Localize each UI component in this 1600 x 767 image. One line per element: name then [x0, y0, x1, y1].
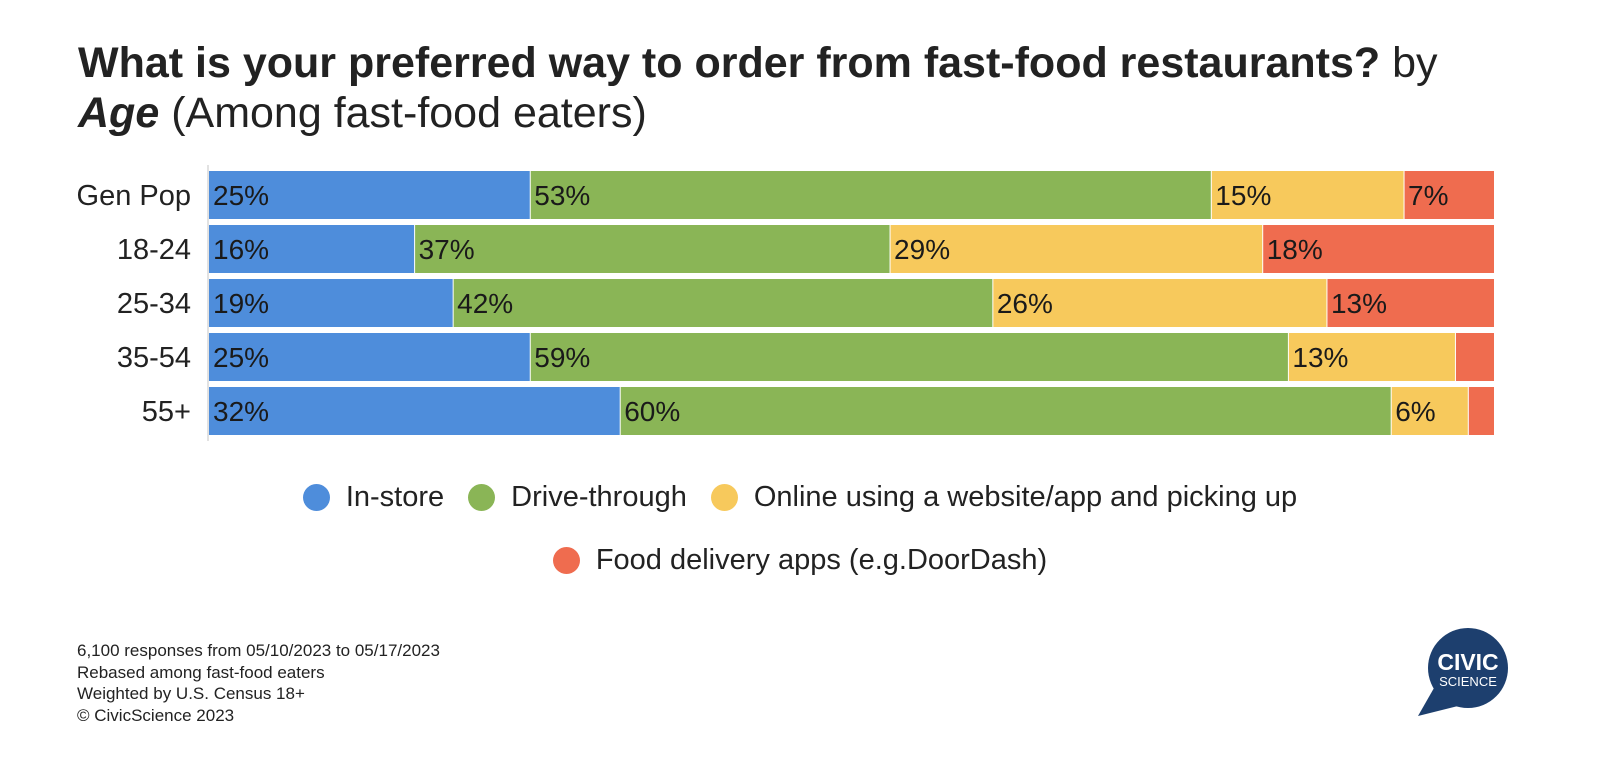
category-label: 55+	[142, 396, 191, 428]
title-group: Age	[78, 89, 160, 137]
legend-label-in-store: In-store	[345, 481, 445, 513]
data-label: 42%	[457, 288, 513, 319]
legend-swatch-delivery	[552, 547, 580, 574]
bar-segment	[620, 387, 1392, 435]
legend-swatch-online	[710, 484, 738, 511]
legend-label-delivery: Food delivery apps (e.g.DoorDash)	[595, 544, 1048, 576]
bar-segment	[530, 171, 1212, 219]
data-label: 53%	[534, 180, 590, 211]
legend-row-1: In-store Drive-through Online using a we…	[0, 481, 1600, 514]
legend-row-2: Food delivery apps (e.g.DoorDash)	[0, 544, 1600, 577]
bar-segment	[1288, 333, 1456, 381]
data-label: 26%	[997, 288, 1053, 319]
logo-text-civic: CIVIC	[1437, 649, 1498, 675]
bar-segment	[1326, 279, 1494, 327]
data-label: 32%	[213, 396, 269, 427]
legend-label-drive-through: Drive-through	[511, 481, 687, 513]
title-subtitle: (Among fast-food eaters)	[171, 89, 647, 137]
bar-segment	[1211, 171, 1405, 219]
title-question: What is your preferred way to order from…	[78, 39, 1381, 87]
data-label: 16%	[213, 234, 269, 265]
footnote-line: © CivicScience 2023	[77, 705, 235, 725]
footnote-line: Weighted by U.S. Census 18+	[77, 684, 305, 703]
data-label: 25%	[213, 180, 269, 211]
title-by: by	[1392, 39, 1438, 87]
data-label: 7%	[1408, 180, 1448, 211]
bar-segment	[209, 387, 621, 435]
bar-segment	[1455, 333, 1494, 381]
bar-segment	[209, 333, 531, 381]
bar-segment	[1262, 225, 1494, 273]
category-label: 35-54	[117, 342, 191, 374]
category-label: Gen Pop	[77, 180, 191, 212]
bar-segment	[209, 225, 415, 273]
data-label: 19%	[213, 288, 269, 319]
stacked-bar-chart: Gen Pop 25% 53% 15% 7% 18-24 16% 37% 29% 18% 25-34…	[77, 165, 1494, 441]
legend-swatch-in-store	[302, 484, 330, 511]
category-label: 25-34	[117, 288, 191, 320]
footnotes: 6,100 responses from 05/10/2023 to 05/17…	[77, 640, 440, 726]
data-label: 15%	[1215, 180, 1271, 211]
logo-circle	[1428, 628, 1508, 708]
footnote-line: 6,100 responses from 05/10/2023 to 05/17…	[77, 641, 440, 660]
data-label: 13%	[1292, 342, 1348, 373]
bar-segment	[453, 279, 993, 327]
category-label: 18-24	[117, 234, 191, 266]
footnote-line: Rebased among fast-food eaters	[77, 662, 325, 682]
bar-segment	[209, 171, 531, 219]
legend-swatch-drive-through	[468, 484, 496, 511]
bar-segment	[992, 279, 1327, 327]
data-label: 25%	[213, 342, 269, 373]
data-label: 6%	[1395, 396, 1435, 427]
logo-speech-tail	[1418, 688, 1458, 716]
bar-segment	[530, 333, 1289, 381]
legend-item-delivery: Food delivery apps (e.g.DoorDash)	[552, 544, 1048, 577]
legend-label-online: Online using a website/app and picking u…	[753, 481, 1298, 513]
bar-segment	[209, 279, 454, 327]
civicscience-logo: CIVIC SCIENCE	[1418, 628, 1508, 716]
bar-segment	[1468, 387, 1494, 435]
legend-item-online: Online using a website/app and picking u…	[710, 481, 1298, 514]
data-label: 13%	[1331, 288, 1387, 319]
logo-text-science: SCIENCE	[1439, 674, 1497, 689]
chart-title: What is your preferred way to order from…	[78, 38, 1538, 138]
bar-segment	[414, 225, 891, 273]
bar-segment	[1404, 171, 1494, 219]
legend-item-drive-through: Drive-through	[468, 481, 687, 514]
legend-item-in-store: In-store	[302, 481, 445, 514]
data-label: 37%	[419, 234, 475, 265]
data-label: 60%	[624, 396, 680, 427]
bar-segment	[890, 225, 1263, 273]
bar-segment	[1391, 387, 1469, 435]
data-label: 29%	[894, 234, 950, 265]
data-label: 18%	[1267, 234, 1323, 265]
data-label: 59%	[534, 342, 590, 373]
